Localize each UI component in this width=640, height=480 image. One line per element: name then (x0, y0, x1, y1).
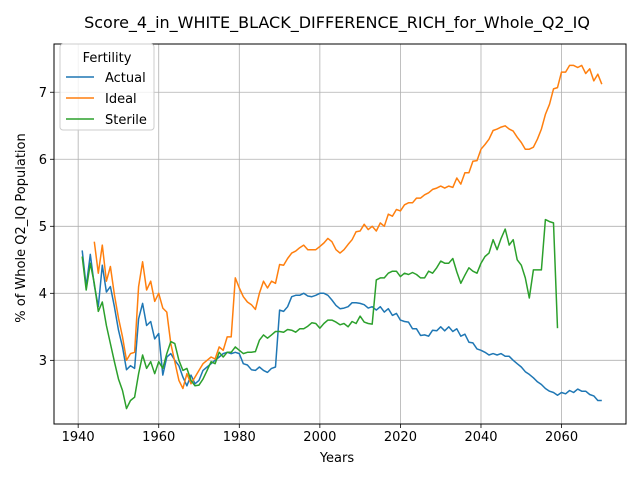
x-tick-label: 1980 (223, 430, 256, 445)
legend-label-sterile: Sterile (105, 113, 147, 128)
y-tick-label: 4 (39, 287, 47, 302)
axes-frame (53, 43, 627, 425)
y-axis-ticks: 3 4 5 6 7 (39, 86, 54, 369)
legend: Fertility Actual Ideal Sterile (59, 43, 155, 131)
y-tick-label: 3 (39, 354, 47, 369)
series-line-sterile (81, 218, 559, 410)
chart-title: Score_4_in_WHITE_BLACK_DIFFERENCE_RICH_f… (84, 13, 590, 33)
legend-title: Fertility (83, 51, 132, 66)
legend-box (59, 43, 155, 131)
y-tick-label: 6 (39, 153, 47, 168)
x-tick-label: 2060 (545, 430, 578, 445)
series-line-ideal (93, 64, 603, 390)
y-tick-label: 5 (39, 220, 47, 235)
x-tick-label: 2020 (384, 430, 417, 445)
x-axis-label: Years (319, 451, 355, 466)
x-axis-ticks: 1940 1960 1980 2000 2020 2040 2060 (62, 424, 578, 445)
legend-items: Actual Ideal Sterile (66, 71, 147, 128)
legend-label-ideal: Ideal (105, 92, 137, 107)
x-tick-label: 2040 (464, 430, 497, 445)
x-tick-label: 2000 (303, 430, 336, 445)
y-axis-label: % of Whole Q2_IQ Population (14, 133, 29, 322)
series-line-actual (81, 250, 602, 402)
y-tick-label: 7 (39, 86, 47, 101)
legend-label-actual: Actual (105, 71, 146, 86)
x-tick-label: 1940 (62, 430, 95, 445)
x-tick-label: 1960 (142, 430, 175, 445)
grid (54, 44, 626, 424)
series-group (81, 64, 603, 410)
